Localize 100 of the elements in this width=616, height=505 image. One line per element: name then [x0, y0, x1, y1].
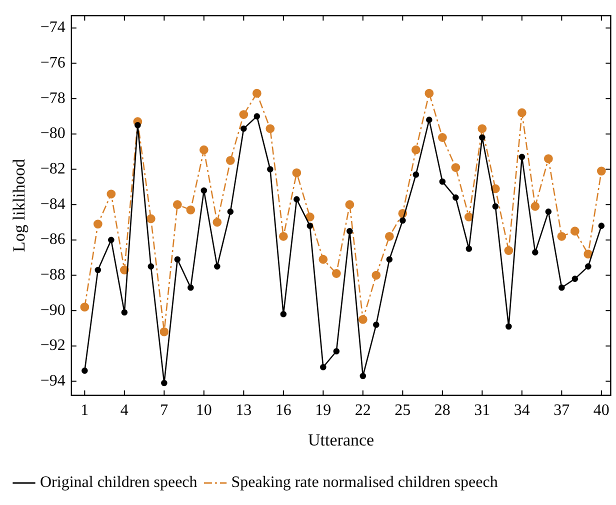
- point: [412, 171, 420, 178]
- x-axis-title: Utterance: [308, 430, 374, 450]
- point: [306, 222, 314, 229]
- point: [80, 302, 90, 312]
- point: [384, 232, 394, 241]
- x-tick-label: 10: [196, 402, 212, 420]
- point: [280, 310, 287, 318]
- point: [411, 145, 420, 154]
- legend-label: Speaking rate normalised children speech: [231, 474, 498, 492]
- point: [451, 163, 460, 172]
- x-tick-label: 16: [275, 402, 292, 420]
- point: [518, 154, 526, 160]
- y-axis-title: Log liklihood: [10, 158, 29, 252]
- point: [504, 246, 514, 255]
- point: [372, 270, 381, 280]
- point: [240, 126, 247, 132]
- point: [199, 145, 208, 154]
- x-tick-label: 31: [474, 402, 490, 420]
- point: [386, 256, 393, 263]
- point: [492, 203, 499, 210]
- x-tick-label: 1: [80, 402, 89, 420]
- point: [121, 309, 128, 316]
- point: [239, 110, 248, 119]
- point: [557, 232, 566, 241]
- point: [596, 166, 606, 176]
- point: [544, 154, 553, 164]
- point: [174, 256, 181, 263]
- x-tick-label: 37: [554, 402, 570, 420]
- x-tick-label: 34: [514, 402, 530, 420]
- point: [186, 205, 196, 214]
- point: [278, 232, 288, 241]
- point: [93, 220, 102, 228]
- point: [572, 276, 578, 282]
- point: [400, 217, 406, 224]
- point: [320, 364, 326, 370]
- y-tick-label: −74: [40, 19, 66, 36]
- x-tick-label: 22: [354, 402, 371, 420]
- point: [254, 113, 260, 120]
- point: [345, 200, 354, 210]
- point: [360, 372, 366, 380]
- y-tick-label: −94: [40, 372, 66, 390]
- point: [146, 214, 156, 224]
- point: [478, 124, 487, 134]
- y-tick-label: −80: [40, 125, 66, 142]
- x-tick-label: 40: [593, 402, 610, 420]
- point: [479, 134, 486, 141]
- y-tick-label: −84: [40, 196, 66, 213]
- y-tick-label: −76: [40, 54, 66, 72]
- y-tick-label: −90: [40, 302, 66, 319]
- point: [212, 218, 222, 227]
- point: [200, 187, 208, 194]
- point: [584, 250, 593, 259]
- point: [424, 88, 434, 98]
- point: [426, 116, 432, 123]
- point: [570, 226, 580, 236]
- point: [94, 266, 102, 274]
- x-tick-label: 28: [434, 402, 450, 420]
- point: [530, 202, 540, 211]
- point: [134, 122, 141, 128]
- point: [466, 246, 472, 252]
- point: [332, 269, 341, 278]
- point: [82, 368, 88, 374]
- point: [305, 212, 314, 222]
- y-tick-label: −88: [40, 266, 66, 284]
- y-tick-label: −78: [40, 90, 66, 107]
- point: [439, 178, 446, 185]
- point: [585, 263, 592, 270]
- y-tick-label: −82: [40, 160, 66, 178]
- point: [532, 249, 538, 256]
- x-tick-label: 25: [394, 402, 411, 420]
- point: [106, 190, 116, 198]
- point: [267, 166, 274, 172]
- point: [292, 168, 302, 178]
- point: [318, 254, 328, 264]
- point: [558, 284, 565, 291]
- x-tick-label: 13: [236, 402, 252, 420]
- point: [294, 196, 300, 202]
- x-tick-label: 7: [160, 402, 168, 420]
- point: [358, 314, 368, 324]
- point: [333, 348, 340, 354]
- point: [188, 284, 194, 291]
- point: [452, 194, 459, 201]
- point: [214, 263, 220, 270]
- point: [160, 327, 169, 336]
- point: [227, 208, 234, 215]
- point: [373, 322, 380, 328]
- point: [108, 236, 114, 244]
- y-tick-label: −86: [40, 231, 66, 248]
- point: [545, 208, 552, 215]
- point: [226, 156, 235, 165]
- point: [266, 124, 275, 134]
- x-tick-label: 4: [120, 402, 128, 420]
- x-tick-label: 19: [315, 402, 332, 420]
- legend-label: Original children speech: [40, 474, 198, 492]
- point: [438, 133, 447, 142]
- point: [598, 222, 605, 229]
- point: [506, 323, 512, 330]
- y-tick-label: −92: [40, 337, 66, 354]
- point: [517, 108, 526, 118]
- point: [252, 88, 262, 98]
